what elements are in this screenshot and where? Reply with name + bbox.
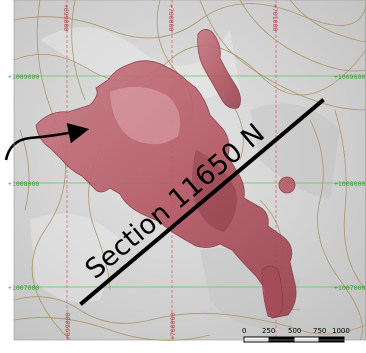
orebody-east-pod <box>278 176 296 194</box>
scale-tick-500: 500 <box>288 327 301 335</box>
northing-label-top-right: +1009000 <box>334 73 365 81</box>
contour-lines <box>13 0 366 341</box>
northing-label-mid-right: +1008000 <box>334 180 365 188</box>
scale-tick-0: 0 <box>242 327 246 335</box>
scale-bar: 0 250 500 750 1000 <box>242 327 350 343</box>
easting-label-bottom-700000: +700000 <box>169 313 177 340</box>
easting-label-top-699000: +699000 <box>62 4 70 31</box>
easting-label-top-701000: +701000 <box>271 4 279 31</box>
northing-label-mid-left: +1008000 <box>8 180 39 188</box>
section-line <box>79 98 325 306</box>
northing-label-bottom-right: +1007000 <box>334 284 365 292</box>
bottom-white-margin <box>0 340 366 353</box>
pointer-arrow <box>4 122 90 161</box>
scale-tick-250: 250 <box>262 327 275 335</box>
easting-label-bottom-699000: +699000 <box>64 313 72 340</box>
scale-tick-750: 750 <box>313 327 326 335</box>
left-white-margin <box>0 0 14 353</box>
orebody-highlight <box>110 86 181 145</box>
easting-label-top-700000: +700000 <box>167 4 175 31</box>
northing-label-bottom-left: +1007000 <box>8 284 39 292</box>
northing-label-top-left: +1009000 <box>8 73 39 81</box>
orebody-north-lobe <box>197 29 241 109</box>
orebody-south-tail <box>261 265 283 318</box>
scale-tick-1000: 1000 <box>332 327 350 335</box>
orebody-main <box>35 60 297 319</box>
